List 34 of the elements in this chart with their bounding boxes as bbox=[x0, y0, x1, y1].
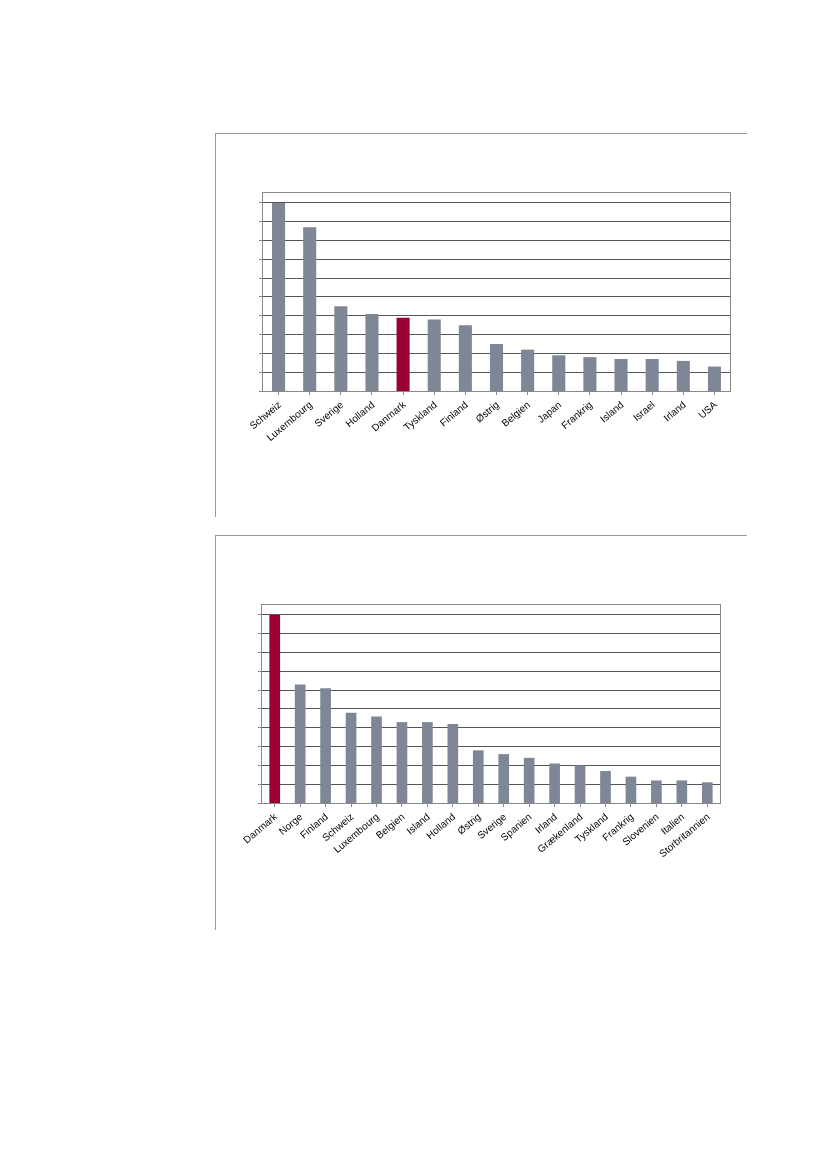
bar bbox=[320, 688, 331, 803]
bar bbox=[294, 684, 306, 803]
bar bbox=[365, 313, 379, 391]
bar bbox=[521, 349, 535, 391]
bar bbox=[334, 306, 348, 391]
bar bbox=[707, 366, 721, 391]
bar bbox=[583, 357, 597, 391]
bar bbox=[574, 765, 586, 803]
bar bbox=[600, 771, 611, 803]
bar bbox=[396, 722, 408, 803]
bar bbox=[396, 317, 410, 391]
bar bbox=[269, 614, 281, 803]
bar bbox=[645, 359, 659, 391]
bar bbox=[345, 712, 357, 803]
bar bbox=[303, 227, 317, 391]
x-tick-label: USA bbox=[696, 398, 720, 421]
bar bbox=[625, 776, 637, 803]
bar bbox=[676, 360, 690, 391]
bar bbox=[472, 750, 484, 803]
bar bbox=[371, 716, 382, 803]
bar bbox=[549, 763, 560, 803]
bar bbox=[552, 355, 566, 391]
bar bbox=[701, 782, 713, 803]
bar bbox=[523, 757, 535, 803]
bar bbox=[676, 780, 688, 803]
bar bbox=[489, 343, 504, 391]
bar bbox=[614, 359, 628, 391]
bar bbox=[447, 724, 459, 803]
bar bbox=[458, 325, 472, 391]
bar bbox=[272, 202, 286, 391]
bar bbox=[427, 319, 441, 391]
bar bbox=[422, 722, 433, 803]
bar bbox=[651, 780, 662, 803]
bar bbox=[498, 754, 510, 803]
